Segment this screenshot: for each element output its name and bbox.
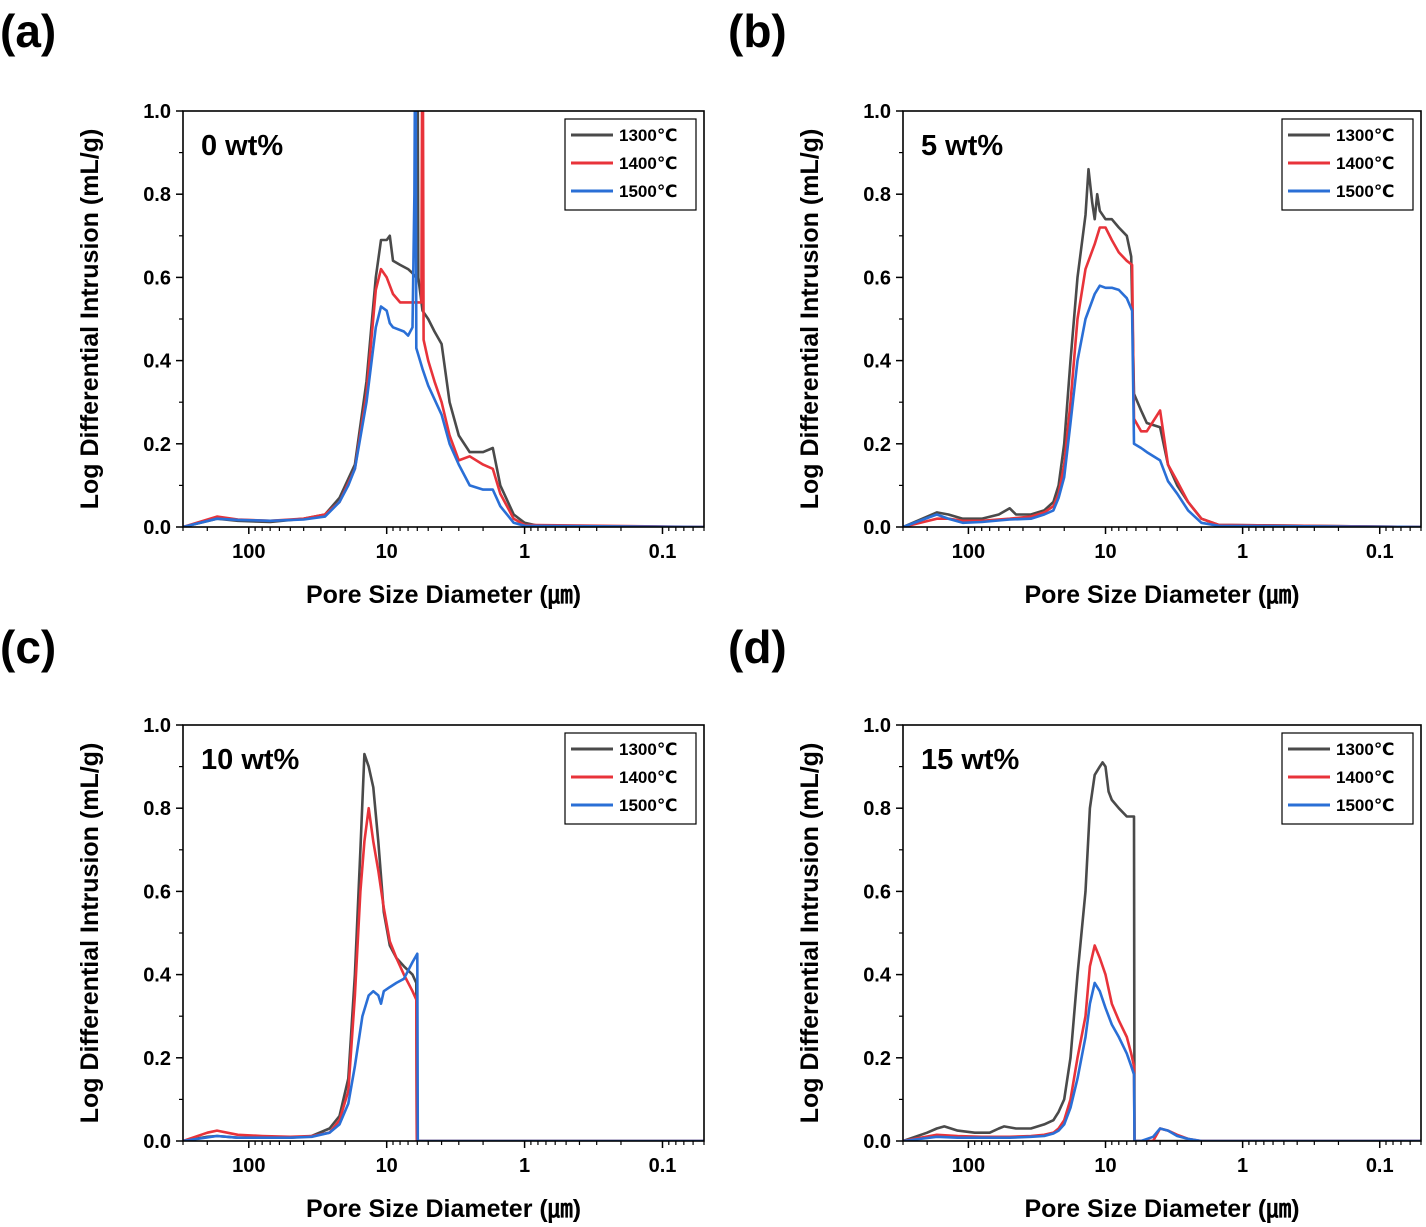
legend-label: 1400℃ [619,154,677,173]
legend-label: 1400℃ [619,768,677,787]
series-line-1400 [903,944,1421,1141]
x-tick-label: 10 [376,541,398,563]
y-tick-label: 1.0 [143,101,171,123]
x-tick-label: 0.1 [649,541,677,563]
y-tick-label: 0.0 [863,517,891,539]
plot-frame [902,110,1422,528]
panel-label: (d) [728,621,787,673]
series-line-1300 [903,167,1421,527]
y-tick-label: 0.6 [863,881,891,903]
panel-label: (b) [728,5,787,57]
series-line-1500 [903,284,1421,527]
composition-label: 0 wt% [201,130,283,162]
legend-label: 1400℃ [1336,154,1394,173]
legend: 1300℃ 1400℃ 1500℃ [1281,118,1414,211]
plot-frame [182,724,705,1142]
legend-label: 1300℃ [1336,126,1394,145]
y-tick-label: 1.0 [143,715,171,737]
legend-label: 1500℃ [619,182,677,201]
x-tick-label: 0.1 [1366,541,1394,563]
y-tick-label: 0.6 [143,881,171,903]
y-tick-label: 0.2 [863,1048,891,1070]
x-axis-title: Pore Size Diameter (㎛) [1024,581,1299,610]
panel-b: (b) 0.0 0.2 0.4 0.6 0.8 1.0 100 10 1 0.1 5 wt% 1300℃… [728,5,1422,610]
x-tick-label: 1 [1237,541,1248,563]
composition-label: 5 wt% [921,130,1003,162]
y-tick-label: 0.8 [143,798,171,820]
panel-label: (a) [0,5,56,57]
y-tick-label: 0.8 [863,184,891,206]
legend-label: 1500℃ [1336,796,1394,815]
composition-label: 10 wt% [201,744,300,776]
x-axis-title: Pore Size Diameter (㎛) [306,581,581,610]
legend-label: 1500℃ [1336,182,1394,201]
y-tick-label: 0.0 [143,517,171,539]
y-tick-label: 0.2 [143,1048,171,1070]
x-tick-label: 0.1 [1366,1155,1394,1177]
plot-frame [182,110,705,528]
composition-label: 15 wt% [921,744,1020,776]
x-tick-label: 10 [1094,1155,1116,1177]
legend: 1300℃ 1400℃ 1500℃ [564,118,697,211]
y-tick-label: 0.8 [143,184,171,206]
y-tick-label: 0.4 [863,351,892,373]
y-tick-label: 0.6 [863,267,891,289]
plot-frame [902,724,1422,1142]
y-tick-label: 0.8 [863,798,891,820]
y-tick-label: 0.2 [863,434,891,456]
x-tick-label: 100 [232,541,265,563]
series-line-1500 [903,981,1421,1141]
y-axis-title: Log Differential Intrusion (mL/g) [796,743,824,1124]
y-tick-label: 0.6 [143,267,171,289]
x-tick-label: 100 [952,541,985,563]
y-tick-label: 0.4 [143,965,172,987]
legend-label: 1400℃ [1336,768,1394,787]
series-group [903,167,1421,527]
series-group [183,752,704,1141]
panel-c: (c) 0.0 0.2 0.4 0.6 0.8 1.0 100 10 1 0.1 10 wt% 1300… [0,621,705,1224]
y-tick-label: 1.0 [863,715,891,737]
panel-d: (d) 0.0 0.2 0.4 0.6 0.8 1.0 100 10 1 0.1 15 wt% 1300… [728,621,1422,1224]
y-tick-label: 0.4 [143,351,172,373]
y-tick-label: 1.0 [863,101,891,123]
legend-label: 1300℃ [1336,740,1394,759]
y-tick-label: 0.0 [143,1131,171,1153]
x-tick-label: 100 [232,1155,265,1177]
legend: 1300℃ 1400℃ 1500℃ [1281,732,1414,825]
legend-label: 1500℃ [619,796,677,815]
series-group [183,111,704,527]
x-tick-label: 0.1 [649,1155,677,1177]
y-axis-title: Log Differential Intrusion (mL/g) [76,743,104,1124]
x-tick-label: 1 [1237,1155,1248,1177]
series-line-1400 [183,806,704,1141]
legend-label: 1300℃ [619,126,677,145]
panel-label: (c) [0,621,56,673]
y-axis-title: Log Differential Intrusion (mL/g) [796,129,824,510]
series-line-1300 [903,761,1421,1141]
x-axis-title: Pore Size Diameter (㎛) [1024,1195,1299,1224]
series-line-1500 [183,952,704,1141]
x-axis-title: Pore Size Diameter (㎛) [306,1195,581,1224]
legend-label: 1300℃ [619,740,677,759]
x-tick-label: 1 [519,1155,530,1177]
panel-a: (a) 0.0 0.2 0.4 0.6 0.8 1.0 100 10 1 0.1 0 wt% 1300℃… [0,5,705,610]
y-tick-label: 0.2 [143,434,171,456]
series-group [903,761,1421,1141]
y-tick-label: 0.4 [863,965,892,987]
x-tick-label: 10 [1094,541,1116,563]
y-axis-title: Log Differential Intrusion (mL/g) [76,129,104,510]
x-tick-label: 1 [519,541,530,563]
series-line-1400 [903,226,1421,527]
y-tick-label: 0.0 [863,1131,891,1153]
x-tick-label: 100 [952,1155,985,1177]
legend: 1300℃ 1400℃ 1500℃ [564,732,697,825]
series-line-1500 [183,111,704,527]
x-tick-label: 10 [376,1155,398,1177]
